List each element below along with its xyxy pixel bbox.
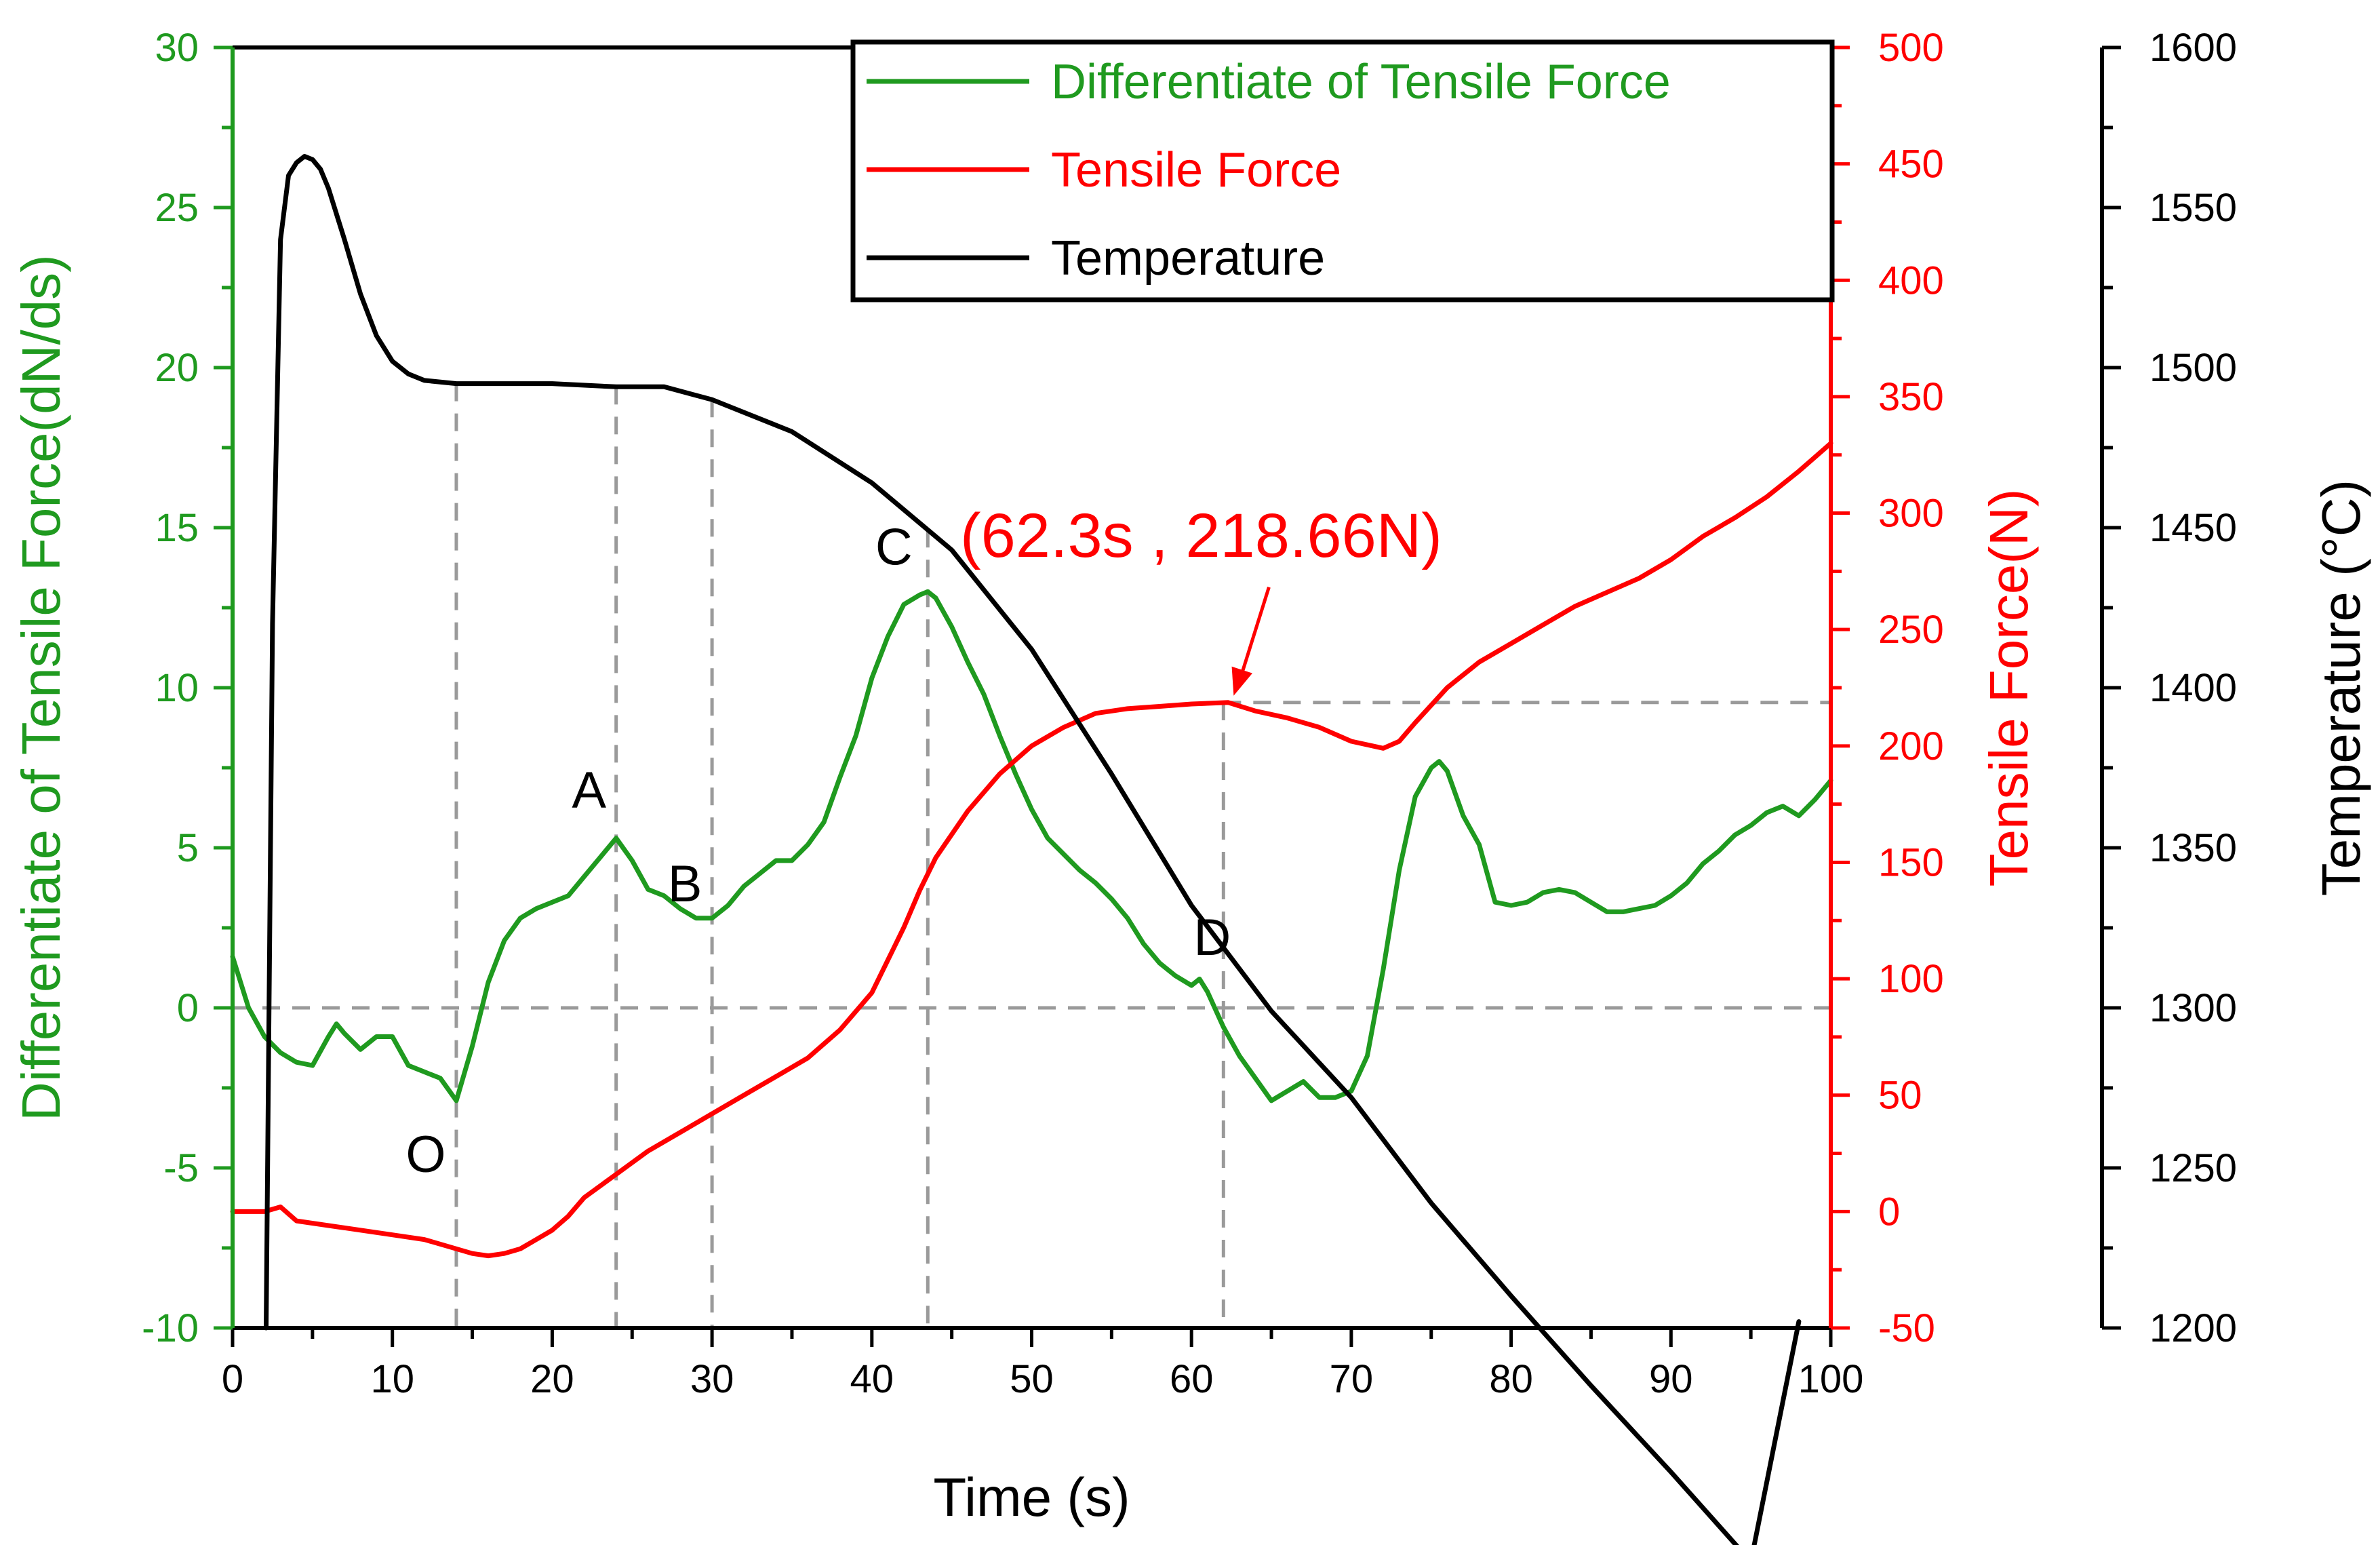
y-tick-label-force: 250	[1878, 608, 1944, 652]
y-tick-label-temp: 1550	[2149, 186, 2237, 230]
y-tick-label-diff: 10	[155, 666, 199, 710]
y-tick-label-temp: 1450	[2149, 506, 2237, 550]
y-tick-label-temp: 1250	[2149, 1146, 2237, 1190]
y-tick-label-temp: 1500	[2149, 346, 2237, 390]
point-label-b: B	[668, 855, 702, 913]
annotation-arrow-line	[1239, 587, 1271, 679]
x-tick-label: 30	[690, 1357, 734, 1401]
y-tick-label-diff: 25	[155, 186, 199, 230]
y-tick-label-diff: -5	[163, 1146, 199, 1190]
y-tick-label-temp: 1400	[2149, 666, 2237, 710]
y-tick-label-diff: 5	[177, 826, 199, 870]
x-tick-label: 70	[1330, 1357, 1374, 1401]
reference-guides	[233, 383, 1831, 1328]
y-tick-label-force: 50	[1878, 1074, 1922, 1118]
y-tick-label-temp: 1600	[2149, 26, 2237, 70]
x-tick-label: 60	[1170, 1357, 1214, 1401]
y-tick-label-force: 350	[1878, 375, 1944, 419]
y-tick-label-diff: 15	[155, 506, 199, 550]
x-tick-label: 100	[1798, 1357, 1864, 1401]
legend: Differentiate of Tensile Force Tensile Fo…	[850, 39, 1835, 302]
x-tick-label: 0	[222, 1357, 243, 1401]
y-tick-label-diff: 0	[177, 986, 199, 1030]
x-tick-label: 80	[1489, 1357, 1533, 1401]
legend-label-0: Differentiate of Tensile Force	[1051, 55, 1671, 109]
x-tick-label: 90	[1649, 1357, 1693, 1401]
y-tick-label-diff: 30	[155, 26, 199, 70]
y-axis-title-diff: Differentiate of Tensile Force(dN/ds)	[11, 254, 71, 1121]
y-tick-label-force: 100	[1878, 957, 1944, 1001]
y-tick-label-force: 200	[1878, 724, 1944, 768]
series-line-temperature	[264, 154, 1802, 1545]
y-tick-label-diff: 20	[155, 346, 199, 390]
y-axis-title-force: Tensile Force(N)	[1979, 489, 2039, 887]
point-label-d: D	[1193, 909, 1231, 966]
y-tick-label-temp: 1200	[2149, 1306, 2237, 1350]
point-label-a: A	[572, 762, 606, 819]
legend-label-1: Tensile Force	[1051, 143, 1341, 197]
y-tick-label-force: 400	[1878, 258, 1944, 302]
x-tick-label: 40	[850, 1357, 894, 1401]
series-group	[230, 154, 1833, 1545]
y-tick-label-temp: 1350	[2149, 826, 2237, 870]
legend-label-2: Temperature	[1051, 231, 1325, 286]
y-tick-label-force: 150	[1878, 840, 1944, 884]
x-tick-label: 10	[370, 1357, 414, 1401]
y-tick-label-force: -50	[1878, 1306, 1935, 1350]
x-axis-title: Time (s)	[933, 1467, 1130, 1527]
series-line-diff	[230, 589, 1833, 1103]
series-line-force	[230, 441, 1833, 1259]
x-tick-label: 50	[1010, 1357, 1054, 1401]
y-tick-label-force: 0	[1878, 1190, 1900, 1234]
point-labels: O A B C D	[405, 518, 1231, 1183]
y-tick-label-force: 300	[1878, 492, 1944, 536]
y-tick-label-temp: 1300	[2149, 986, 2237, 1030]
x-tick-label: 20	[530, 1357, 574, 1401]
point-label-c: C	[875, 518, 913, 576]
y-axis-title-temp: Temperature (°C)	[2311, 480, 2371, 896]
annotation-arrow-head	[1231, 666, 1252, 696]
y-tick-label-diff: -10	[142, 1306, 199, 1350]
y-tick-label-force: 500	[1878, 26, 1944, 70]
y-tick-label-force: 450	[1878, 142, 1944, 187]
annotation-text: (62.3s , 218.66N)	[960, 501, 1442, 570]
point-label-o: O	[405, 1126, 445, 1184]
annotation-group: (62.3s , 218.66N)	[960, 501, 1442, 696]
